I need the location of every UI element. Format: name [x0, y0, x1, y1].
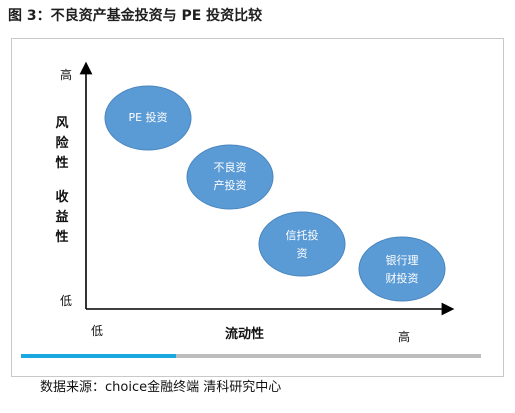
source-note: 数据来源：choice金融终端 清科研究中心	[40, 380, 282, 395]
y-axis-title-risk: 风 险 性	[55, 116, 69, 171]
x-axis-title: 流动性	[225, 327, 265, 342]
x-axis-low-label: 低	[91, 324, 104, 338]
figure-title: 图 3：不良资产基金投资与 PE 投资比较	[8, 8, 263, 24]
footer-divider-accent	[21, 354, 176, 358]
bubble-label-pe-investment: PE 投资	[128, 111, 168, 124]
footer-divider-gray	[21, 354, 481, 358]
y-axis-low-label: 低	[60, 294, 73, 308]
x-axis-high-label: 高	[398, 330, 411, 344]
bubble-trust-investment	[258, 211, 346, 277]
bubble-pe-investment	[104, 85, 192, 151]
diagram-panel	[11, 38, 504, 377]
bubble-distressed-asset-investment	[186, 144, 274, 210]
bubble-label-bank-wealth-management: 银行理 财投资	[385, 254, 419, 285]
bubble-bank-wealth-management	[358, 236, 446, 302]
y-axis-high-label: 高	[60, 68, 73, 82]
y-axis-title-return: 收 益 性	[55, 190, 69, 245]
bubble-label-distressed-asset-investment: 不良资 产投资	[213, 161, 247, 192]
bubble-label-trust-investment: 信托投 资	[285, 229, 319, 260]
